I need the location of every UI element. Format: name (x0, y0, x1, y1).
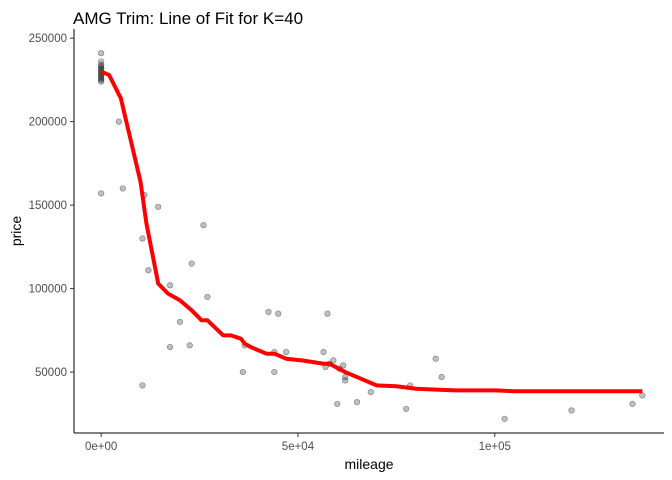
x-axis-ticks: 0e+00 5e+04 1e+05 (85, 433, 511, 453)
data-point (275, 310, 282, 317)
data-point (342, 377, 349, 384)
fit-line-layer (100, 69, 643, 394)
data-point (186, 342, 193, 349)
data-point (98, 61, 105, 68)
data-point (98, 58, 105, 65)
data-point (166, 282, 174, 289)
data-point (367, 389, 374, 396)
data-point (98, 190, 105, 197)
data-point (334, 400, 341, 407)
data-point (320, 348, 327, 356)
data-point (155, 203, 162, 210)
data-point (98, 73, 105, 80)
data-point (139, 382, 146, 389)
data-point (438, 373, 445, 381)
data-point (139, 235, 146, 242)
data-point (432, 355, 439, 362)
data-point (119, 185, 126, 192)
y-tick-label: 150000 (29, 200, 67, 212)
y-tick-label: 50000 (35, 367, 67, 379)
x-tick-label: 0e+00 (85, 441, 117, 453)
x-tick-label: 5e+04 (282, 441, 315, 453)
data-point (629, 400, 636, 407)
data-point (265, 308, 272, 316)
data-point (403, 405, 410, 412)
chart-title: AMG Trim: Line of Fit for K=40 (73, 9, 303, 28)
data-point (330, 357, 337, 364)
data-point (353, 399, 361, 406)
data-point (200, 222, 207, 229)
data-point (98, 65, 105, 72)
fit-line (100, 69, 643, 394)
data-point (145, 267, 152, 274)
x-axis-title: mileage (344, 456, 393, 472)
data-point (98, 63, 105, 70)
data-point (271, 368, 278, 376)
data-point (98, 78, 105, 85)
data-point (115, 118, 122, 125)
y-axis-title: price (8, 216, 24, 247)
data-point (324, 310, 331, 317)
data-point (176, 318, 183, 326)
data-point (568, 407, 575, 414)
data-point (283, 348, 290, 356)
data-point (340, 362, 347, 369)
data-point (239, 368, 246, 376)
data-point (501, 415, 508, 422)
data-point (98, 76, 105, 84)
y-tick-label: 200000 (29, 117, 67, 129)
x-tick-label: 1e+05 (479, 441, 511, 453)
data-point (166, 343, 174, 351)
y-tick-label: 250000 (29, 33, 67, 45)
data-point (639, 392, 646, 399)
y-axis-ticks: 50000 100000 150000 200000 250000 (29, 33, 74, 379)
data-point (98, 50, 105, 57)
data-point (98, 75, 105, 82)
data-point (188, 260, 195, 267)
data-point (204, 293, 211, 301)
data-point (342, 373, 349, 381)
y-tick-label: 100000 (29, 284, 67, 296)
scatter-points (98, 50, 646, 422)
